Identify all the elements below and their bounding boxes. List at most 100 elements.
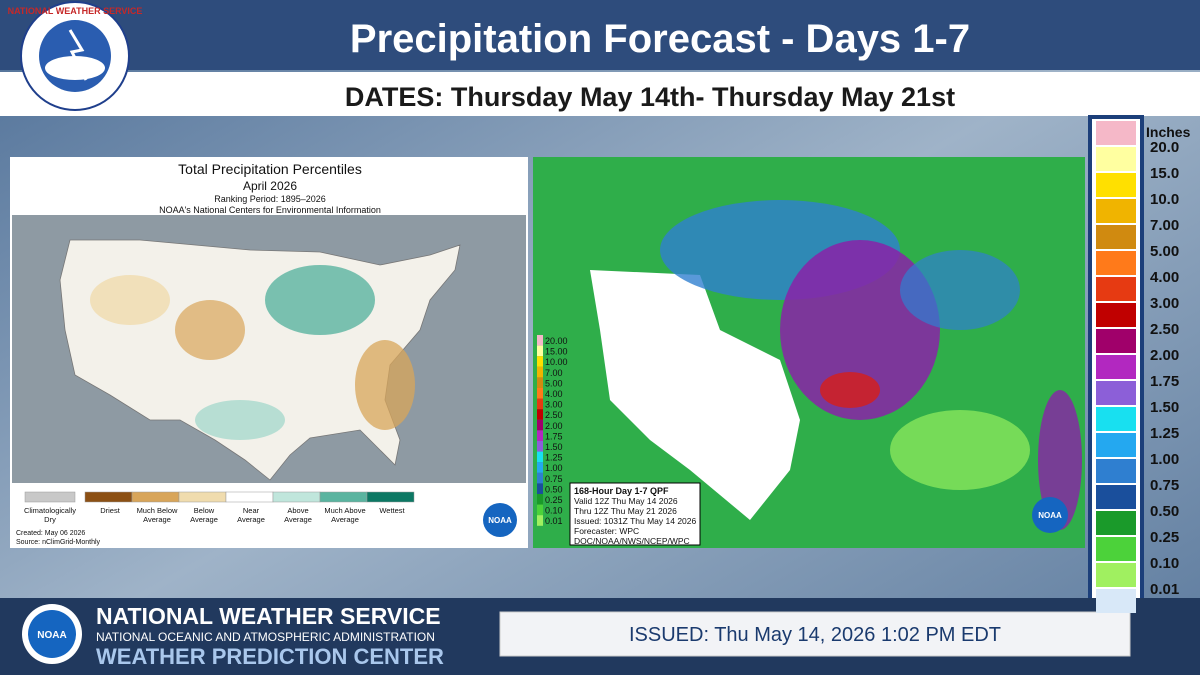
right-scale-label: 4.00 xyxy=(545,389,563,399)
left-dry-area xyxy=(355,340,415,430)
right-blue-area xyxy=(900,250,1020,330)
right-scale-swatch xyxy=(537,472,543,484)
left-legend-label: Average xyxy=(143,515,171,524)
left-noaa-logo xyxy=(483,503,517,537)
left-map-period: April 2026 xyxy=(243,179,297,193)
right-scale-swatch xyxy=(537,419,543,431)
right-info-line: Issued: 1031Z Thu May 14 2026 xyxy=(574,516,697,526)
legend-swatch xyxy=(1096,303,1136,327)
right-scale-swatch xyxy=(537,335,543,346)
legend-swatch xyxy=(1096,433,1136,457)
right-scale-label: 0.01 xyxy=(545,516,563,526)
left-legend-label: Above xyxy=(287,506,308,515)
nws-logo-cloud xyxy=(45,56,105,80)
right-info-line: DOC/NOAA/NWS/NCEP/WPC xyxy=(574,536,690,546)
legend-label: 4.00 xyxy=(1150,269,1179,286)
legend-label: 1.50 xyxy=(1150,399,1179,416)
right-scale-swatch xyxy=(537,430,543,441)
legend-swatch xyxy=(1096,407,1136,431)
left-legend-label: Near xyxy=(243,506,260,515)
right-scale-swatch xyxy=(537,409,543,420)
right-scale-label: 5.00 xyxy=(545,378,563,388)
right-scale-swatch xyxy=(537,441,543,452)
left-map-source-org: NOAA's National Centers for Environmenta… xyxy=(159,205,381,215)
legend-label: 15.0 xyxy=(1150,165,1179,182)
right-scale-swatch xyxy=(537,398,543,410)
footer-agency: NATIONAL OCEANIC AND ATMOSPHERIC ADMINIS… xyxy=(96,630,435,644)
legend-label: 0.25 xyxy=(1150,529,1179,546)
footer-center: WEATHER PREDICTION CENTER xyxy=(96,644,444,669)
right-green-area xyxy=(890,410,1030,490)
legend-swatch xyxy=(1096,485,1136,509)
right-scale-swatch xyxy=(537,345,543,357)
right-scale-label: 15.00 xyxy=(545,347,568,357)
legend-swatch xyxy=(1096,537,1136,561)
left-legend-swatch xyxy=(366,491,415,503)
legend-swatch xyxy=(1096,173,1136,197)
legend-swatch xyxy=(1096,355,1136,379)
right-info-line: 168-Hour Day 1-7 QPF xyxy=(574,486,669,496)
left-legend-label: Wettest xyxy=(379,506,405,515)
legend-label: 5.00 xyxy=(1150,243,1179,260)
right-scale-label: 1.25 xyxy=(545,453,563,463)
left-legend-swatch xyxy=(24,491,76,503)
legend-label: 0.10 xyxy=(1150,555,1179,572)
right-scale-label: 0.10 xyxy=(545,506,563,516)
left-legend-label: Average xyxy=(284,515,312,524)
left-wet-area xyxy=(195,400,285,440)
legend-swatch xyxy=(1096,225,1136,249)
left-map-source: Source: nClimGrid-Monthly xyxy=(16,539,101,546)
legend-label: 7.00 xyxy=(1150,217,1179,234)
legend-swatch xyxy=(1096,589,1136,613)
legend-label: 10.0 xyxy=(1150,191,1179,208)
legend-swatch xyxy=(1096,459,1136,483)
nws-logo-bolt xyxy=(68,29,88,81)
legend-label: 2.00 xyxy=(1150,347,1179,364)
left-legend-swatch xyxy=(178,491,227,503)
legend-label: 1.75 xyxy=(1150,373,1179,390)
right-scale-swatch xyxy=(537,483,543,494)
header-bar xyxy=(0,0,1200,70)
noaa-logo-text: NOAA xyxy=(37,630,66,641)
right-scale-label: 7.00 xyxy=(545,368,563,378)
right-scale-label: 2.00 xyxy=(545,421,563,431)
right-red-area xyxy=(820,372,880,408)
right-scale-label: 2.50 xyxy=(545,410,563,420)
right-info-line: Valid 12Z Thu May 14 2026 xyxy=(574,496,678,506)
left-legend-label: Average xyxy=(331,515,359,524)
nws-logo-text: NATIONAL WEATHER SERVICE xyxy=(8,6,143,16)
left-legend-label: Much Above xyxy=(324,506,365,515)
left-legend-swatch xyxy=(225,491,274,503)
left-wet-area xyxy=(265,265,375,335)
left-legend-label: Driest xyxy=(100,506,121,515)
right-scale-swatch xyxy=(537,366,543,378)
right-scale-swatch xyxy=(537,377,543,388)
legend-label: 0.01 xyxy=(1150,581,1179,598)
left-legend-swatch xyxy=(272,491,321,503)
legend-swatch xyxy=(1096,381,1136,405)
left-map-title: Total Precipitation Percentiles xyxy=(178,161,362,177)
left-legend-swatch xyxy=(319,491,368,503)
right-scale-swatch xyxy=(537,494,543,505)
right-scale-label: 20.00 xyxy=(545,336,568,346)
right-info-box xyxy=(569,482,701,546)
legend-label: 20.0 xyxy=(1150,139,1179,156)
right-noaa-logo xyxy=(1032,497,1068,533)
issued-text: ISSUED: Thu May 14, 2026 1:02 PM EDT xyxy=(629,624,1001,646)
left-map-created: Created: May 06 2026 xyxy=(16,530,85,537)
legend-swatch xyxy=(1096,251,1136,275)
legend-label: 1.25 xyxy=(1150,425,1179,442)
issued-box xyxy=(499,611,1131,657)
right-scale-swatch xyxy=(537,504,543,516)
right-dry-area xyxy=(590,270,800,520)
right-purple-area xyxy=(1038,390,1082,530)
left-map-ranking: Ranking Period: 1895–2026 xyxy=(214,194,326,204)
legend-label: 2.50 xyxy=(1150,321,1179,338)
legend-label: 0.75 xyxy=(1150,477,1179,494)
left-dry-area xyxy=(175,300,245,360)
left-legend-label: Below xyxy=(194,506,215,515)
footer-org: NATIONAL WEATHER SERVICE xyxy=(96,603,441,629)
right-scale-swatch xyxy=(537,515,543,526)
